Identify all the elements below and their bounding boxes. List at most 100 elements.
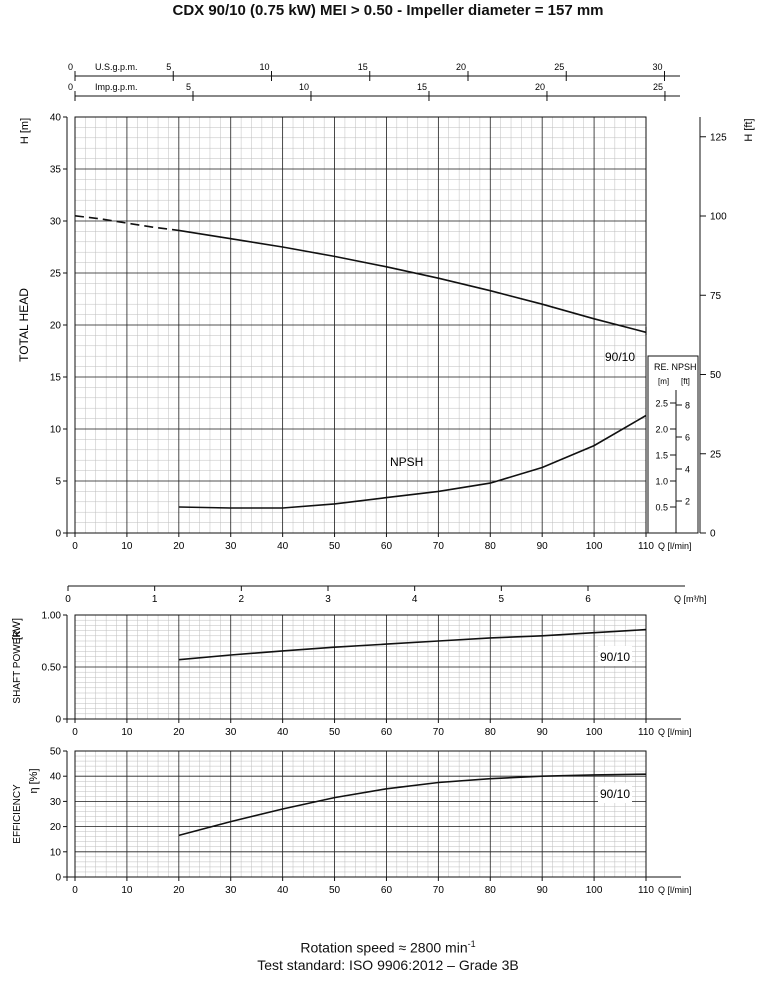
y-axis-title: EFFICIENCY [12,784,23,844]
x-tick-label: 110 [638,727,654,738]
curve-label-90-10: 90/10 [600,650,630,664]
y-tick-label: 15 [50,373,62,384]
y-tick-label: 40 [50,113,62,124]
head-panel: 0 10 20 30 40 50 60 70 80 90 100 110 Q [l/min]051015… [17,62,755,552]
y-tick-label: 40 [50,772,62,783]
y-tick-label: 10 [50,425,62,436]
chart-title: CDX 90/10 (0.75 kW) MEI > 0.50 - Impelle… [172,2,604,19]
npsh-inset-title: RE. NPSH [654,362,697,372]
npsh-inset-unit-ft: [ft] [681,377,690,386]
x-tick-label: 50 [329,727,341,738]
x-tick-label: 110 [638,541,654,552]
x-unit-label: Q [l/min] [658,885,692,895]
right-tick-label: 100 [710,212,727,223]
x-tick-label: 90 [537,885,549,896]
series-line-90-10 [178,773,647,837]
top-tick-label: 3 [325,594,331,605]
x-tick-label: 70 [433,541,445,552]
npsh-m-tick-label: 2.5 [655,399,668,409]
npsh-ft-tick-label: 8 [685,401,690,411]
top-tick-label: 0 [65,594,71,605]
rotation-speed-exponent: -1 [467,939,476,949]
top-tick-label: 25 [554,62,564,72]
curve-label-npsh: NPSH [390,455,423,469]
right-axis-title: H [ft] [743,118,755,141]
series-line-npsh [178,414,647,509]
x-tick-label: 80 [485,885,497,896]
top-axis-unit: Imp.g.p.m. [95,82,138,92]
top-tick-label: 5 [186,82,191,92]
x-tick-label: 100 [586,885,603,896]
top-tick-label: 15 [417,82,427,92]
top-tick-label: 30 [652,62,662,72]
series-line-90-10 [178,628,647,661]
x-unit-label: Q [l/min] [658,541,692,551]
y-tick-label: 20 [50,321,62,332]
npsh-m-tick-label: 0.5 [655,503,668,513]
x-tick-label: 80 [485,541,497,552]
top-tick-label: 5 [166,62,171,72]
npsh-ft-tick-label: 4 [685,465,690,475]
x-tick-label: 90 [537,727,549,738]
npsh-m-tick-label: 1.5 [655,451,668,461]
x-tick-label: 60 [381,541,393,552]
x-tick-label: 60 [381,885,393,896]
x-tick-label: 80 [485,727,497,738]
y-tick-label: 0 [55,873,61,884]
shaft-power-panel: 0 10 20 30 40 50 60 70 80 90 100 110 Q [l/min]00.501… [11,585,707,738]
x-tick-label: 0 [72,727,78,738]
y-tick-label: 30 [50,217,62,228]
y-axis-title: TOTAL HEAD [17,288,31,362]
top-tick-label: 0 [68,62,73,72]
x-tick-label: 40 [277,541,289,552]
y-tick-label: 20 [50,822,62,833]
x-tick-label: 30 [225,727,237,738]
y-unit-label: [kW] [11,618,23,640]
top-tick-label: 10 [299,82,309,92]
top-tick-label: 15 [358,62,368,72]
top-tick-label: 4 [412,594,418,605]
curve-label-90-10: 90/10 [605,350,635,364]
y-tick-label: 10 [50,847,62,858]
x-tick-label: 50 [329,541,341,552]
right-tick-label: 25 [710,449,722,460]
series-line-90-10 [178,229,647,334]
x-tick-label: 20 [173,885,185,896]
top-axis-unit: U.S.g.p.m. [95,62,138,72]
top-tick-label: 20 [535,82,545,92]
rotation-speed: Rotation speed ≈ 2800 min-1 [0,936,776,957]
right-tick-label: 125 [710,132,727,143]
y-tick-label: 25 [50,269,62,280]
top-axis-unit: Q [m³/h] [674,594,707,604]
npsh-inset-unit-m: [m] [658,377,669,386]
x-tick-label: 50 [329,885,341,896]
top-tick-label: 1 [152,594,158,605]
label-bg [598,783,632,803]
curve-label-90-10: 90/10 [600,787,630,801]
npsh-ft-tick-label: 6 [685,433,690,443]
y-tick-label: 35 [50,165,62,176]
x-tick-label: 0 [72,541,78,552]
plot-frame [74,750,647,878]
npsh-inset-box [647,355,699,534]
top-tick-label: 0 [68,82,73,92]
x-unit-label: Q [l/min] [658,727,692,737]
npsh-ft-tick-label: 2 [685,497,690,507]
y-tick-label: 30 [50,797,62,808]
y-tick-label: 1.00 [42,611,62,622]
y-axis-title: SHAFT POWER [12,630,23,703]
test-standard: Test standard: ISO 9906:2012 – Grade 3B [257,956,519,973]
x-tick-label: 20 [173,727,185,738]
x-tick-label: 110 [638,885,654,896]
x-tick-label: 70 [433,885,445,896]
x-tick-label: 30 [225,885,237,896]
x-tick-label: 10 [121,885,133,896]
label-bg [598,646,632,666]
top-tick-label: 5 [499,594,505,605]
x-tick-label: 30 [225,541,237,552]
y-tick-label: 50 [50,747,62,758]
y-tick-label: 0 [55,715,61,726]
y-unit-label: H [m] [19,118,31,144]
x-tick-label: 40 [277,727,289,738]
